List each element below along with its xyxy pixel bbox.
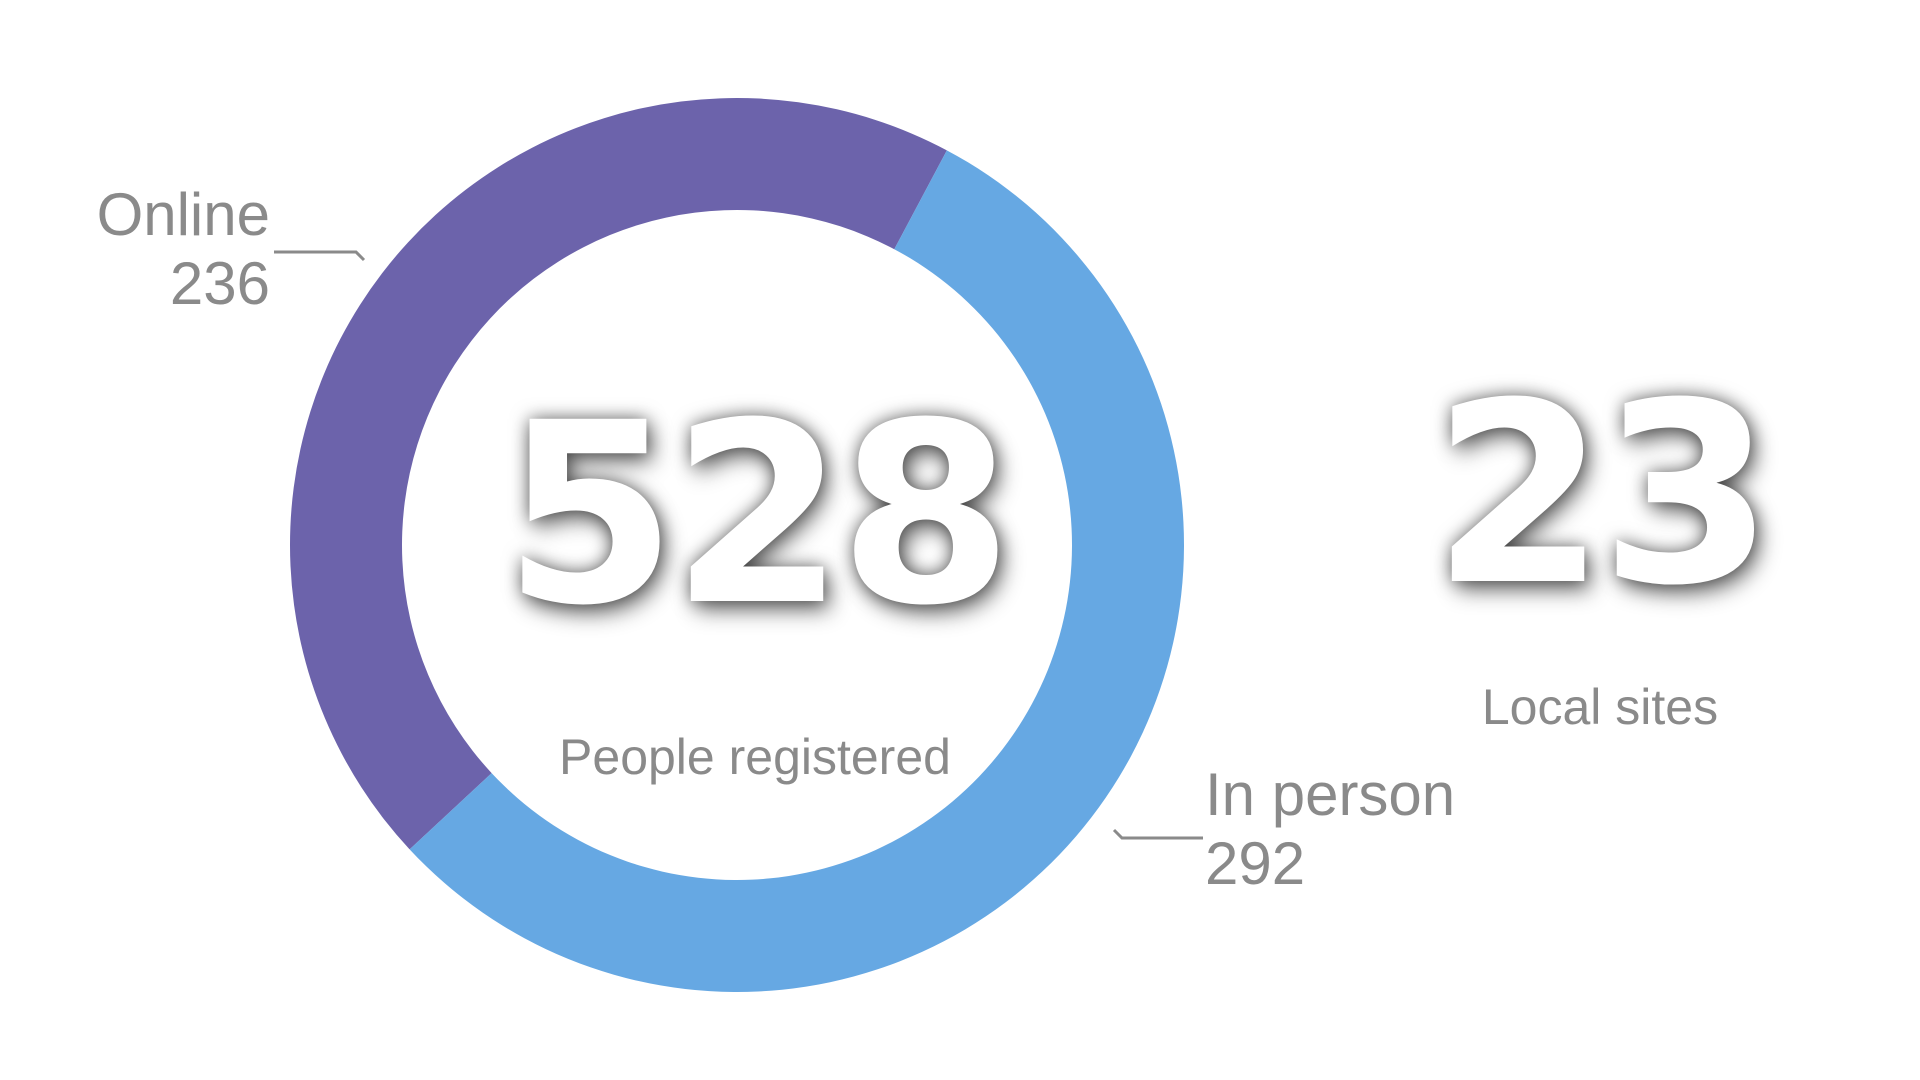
online-segment-label: Online 236: [60, 180, 270, 318]
online-label-value: 236: [169, 250, 270, 317]
local-sites-number: 23: [1432, 349, 1774, 640]
donut-segment-online: [290, 98, 947, 850]
total-registered-number: 528: [503, 369, 1013, 660]
in-person-label-value: 292: [1205, 830, 1306, 897]
total-registered-caption: People registered: [559, 729, 951, 785]
in-person-label-name: In person: [1205, 761, 1456, 828]
online-leader-line: [274, 250, 366, 262]
local-sites-caption: Local sites: [1481, 679, 1719, 735]
donut-segment-in-person: [409, 150, 1185, 993]
in-person-leader-line: [1112, 828, 1203, 840]
online-label-name: Online: [96, 181, 270, 248]
in-person-segment-label: In person 292: [1205, 760, 1525, 898]
